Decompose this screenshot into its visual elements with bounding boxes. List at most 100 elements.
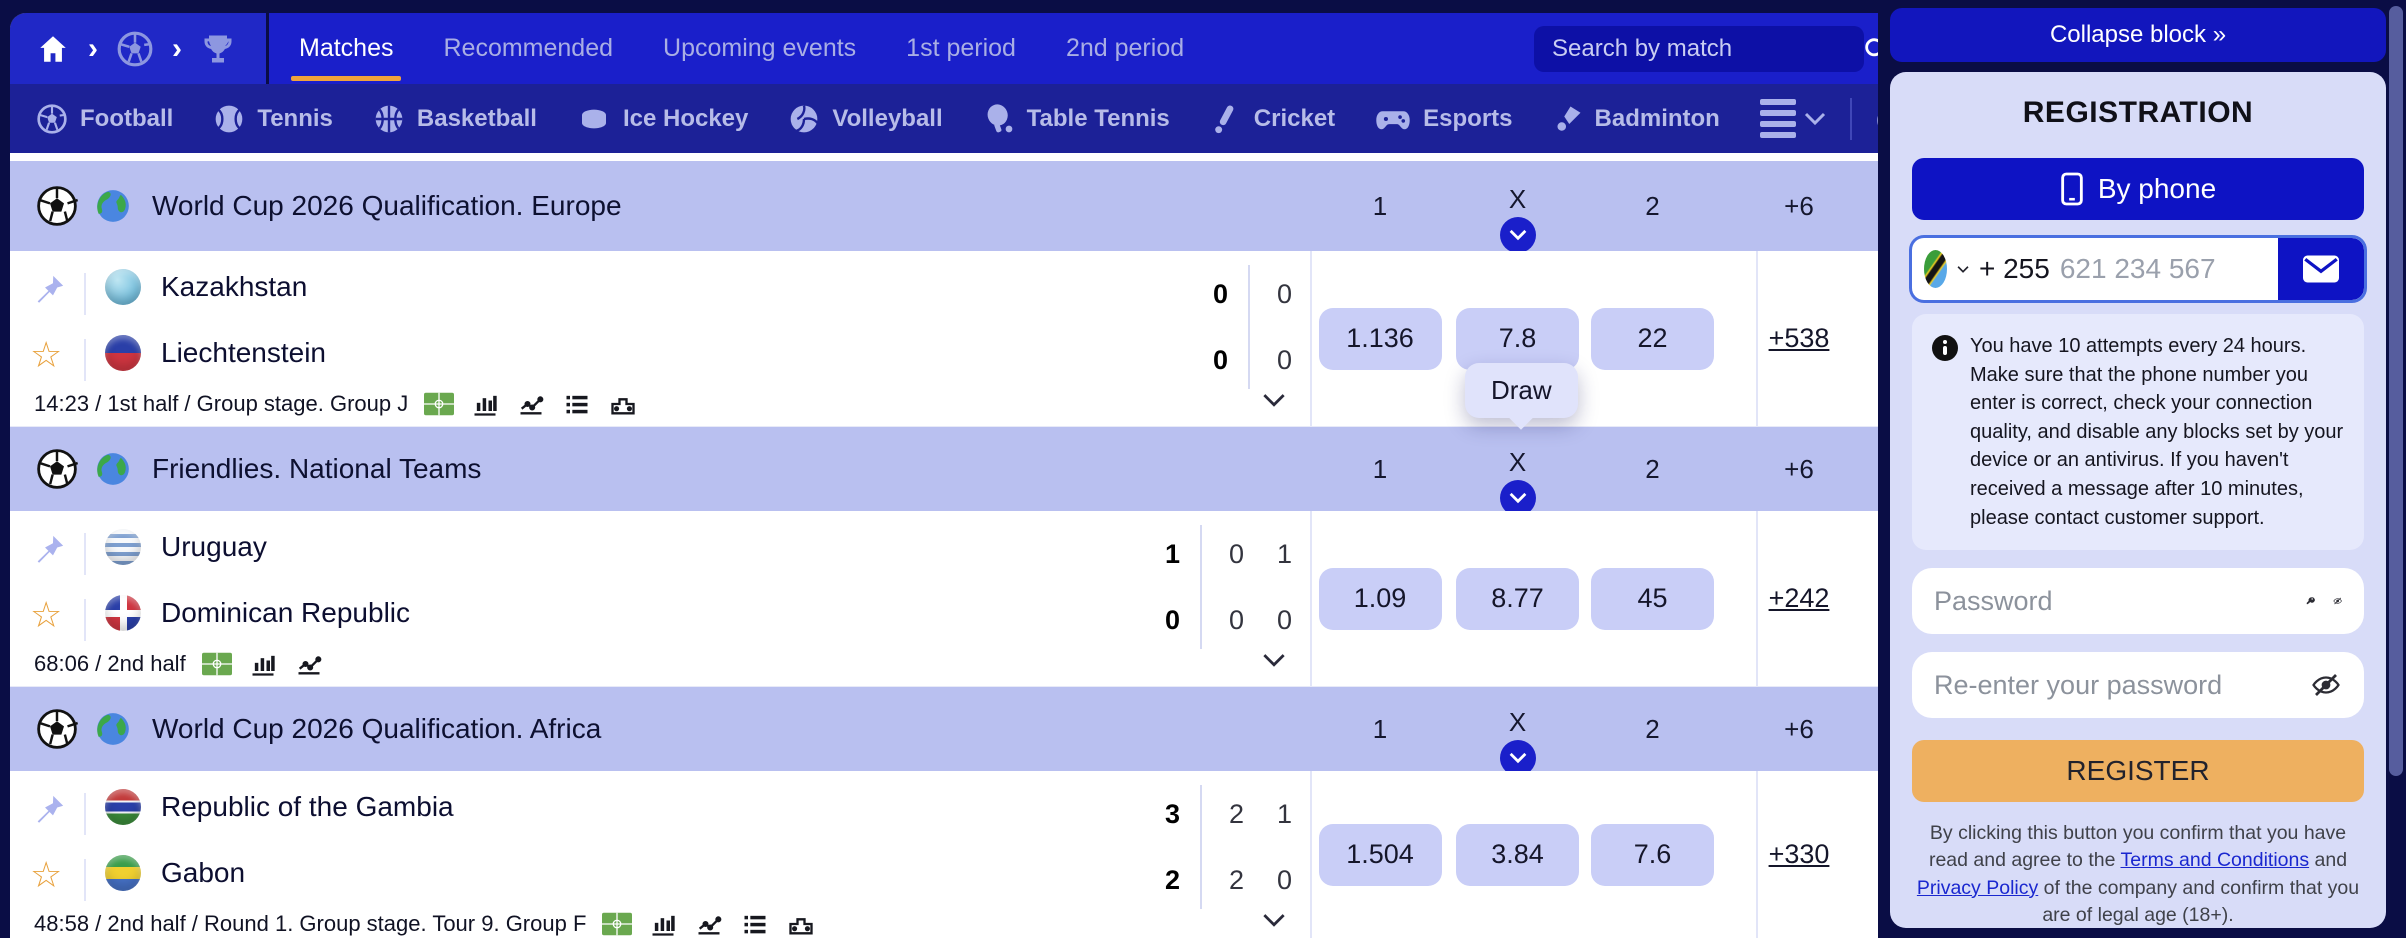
expand-match-chevron-icon[interactable] [1262,653,1286,668]
odd-button-x[interactable]: 3.84 [1456,823,1579,886]
more-markets-link[interactable]: +242 [1768,583,1830,613]
tab-recommended[interactable]: Recommended [443,34,614,62]
divider [1248,265,1250,389]
pitch-tracker-icon[interactable] [602,909,633,938]
phone-input-group: + 255 [1912,238,2364,300]
sport-item-table-tennis[interactable]: Table Tennis [983,103,1170,135]
more-markets-link[interactable]: +538 [1768,323,1830,353]
trend-chart-icon[interactable] [694,909,724,938]
odd-button-2[interactable]: 7.6 [1591,823,1714,886]
trend-chart-icon[interactable] [294,649,324,679]
trophy-icon[interactable] [200,31,236,67]
eye-slash-icon[interactable] [2333,586,2342,616]
favorite-star-icon[interactable] [30,597,62,633]
favorite-star-icon[interactable] [30,857,62,893]
privacy-policy-link[interactable]: Privacy Policy [1916,876,2039,899]
league-header-row[interactable]: Friendlies. National Teams 1 X 2 +6 [10,427,1878,516]
trend-chart-icon[interactable] [516,389,546,419]
expand-match-chevron-icon[interactable] [1262,913,1286,928]
search-icon[interactable] [1862,35,1878,63]
phone-number-input[interactable] [2059,253,2266,285]
odd-button-2[interactable]: 22 [1591,307,1714,370]
home-total-score: 0 [1212,278,1228,309]
sms-send-button[interactable] [2278,238,2364,300]
bar-chart-icon[interactable] [648,909,678,938]
eye-slash-icon[interactable] [2310,670,2342,700]
games-menu-button[interactable] [1876,103,1878,135]
sports-menu-button[interactable] [1759,99,1826,138]
globe-icon [94,450,132,488]
tab-matches[interactable]: Matches [290,14,403,83]
expand-markets-button[interactable] [1499,739,1536,776]
more-markets-link[interactable]: +330 [1768,839,1830,869]
podium-icon[interactable] [608,389,638,419]
football-breadcrumb-icon[interactable] [116,30,154,68]
league-header-row[interactable]: World Cup 2026 Qualification. Africa 1 X… [10,687,1878,776]
sport-item-badminton[interactable]: Badminton [1553,103,1720,135]
dial-code[interactable]: + 255 [1978,253,2050,284]
sport-item-tennis[interactable]: Tennis [213,103,333,135]
scrollbar-track[interactable] [2388,0,2404,938]
market-header-2: 2 [1645,190,1660,221]
league-header-row[interactable]: World Cup 2026 Qualification. Europe 1 X… [10,161,1878,253]
expand-markets-button[interactable] [1499,479,1536,516]
reenter-password-input[interactable] [1934,669,2292,701]
odd-button-1[interactable]: 1.09 [1318,567,1442,630]
by-phone-button[interactable]: By phone [1912,158,2364,220]
home-icon[interactable] [36,32,70,66]
bar-chart-icon[interactable] [248,649,278,679]
tab-upcoming-events[interactable]: Upcoming events [663,34,857,62]
expand-markets-button[interactable] [1499,216,1536,253]
sport-item-ice-hockey[interactable]: Ice Hockey [577,103,748,135]
list-icon[interactable] [740,909,770,938]
sport-item-esports[interactable]: Esports [1375,103,1513,135]
bar-chart-icon[interactable] [470,389,500,419]
pin-icon[interactable] [32,793,66,827]
home-team-name: Uruguay [161,531,267,562]
market-header-2: 2 [1645,713,1660,744]
odd-button-2[interactable]: 45 [1591,567,1714,630]
pin-icon[interactable] [32,273,66,307]
sport-label: Ice Hockey [622,104,749,132]
country-select-chevron-icon[interactable] [1957,263,1969,276]
odd-button-1[interactable]: 1.504 [1318,823,1442,886]
registration-title: REGISTRATION [2022,96,2254,129]
expand-match-chevron-icon[interactable] [1262,393,1286,408]
league-title: Friendlies. National Teams [152,453,482,484]
register-button[interactable]: REGISTER [1912,740,2364,803]
favorite-star-icon[interactable] [30,337,62,373]
chevron-down-icon [1509,752,1526,763]
collapse-block-button[interactable]: Collapse block » [1890,8,2386,62]
terms-middle: and [2309,849,2348,872]
password-input[interactable] [1934,585,2288,617]
terms-and-conditions-link[interactable]: Terms and Conditions [2120,849,2310,872]
pitch-tracker-icon[interactable] [201,649,232,679]
scrollbar-thumb[interactable] [2389,6,2403,776]
pitch-tracker-icon[interactable] [424,389,455,419]
pin-icon[interactable] [32,533,66,567]
sport-item-cricket[interactable]: Cricket [1210,103,1335,135]
score-block: 0 0 0 0 [1194,261,1292,393]
odd-button-1[interactable]: 1.136 [1318,307,1442,370]
away-period1-score: 2 [1228,864,1244,895]
odd-button-x[interactable]: 8.77 [1456,567,1579,630]
tab-2nd-period[interactable]: 2nd period [1065,34,1185,62]
list-icon[interactable] [562,389,592,419]
tab-1st-period[interactable]: 1st period [906,34,1016,62]
soccer-ball-icon [36,708,78,750]
sport-item-volleyball[interactable]: Volleyball [788,103,943,135]
podium-icon[interactable] [786,909,816,938]
sport-item-football[interactable]: Football [36,103,173,135]
sport-item-basketball[interactable]: Basketball [373,103,537,135]
chevron-down-icon [1509,492,1526,503]
by-phone-label: By phone [2097,173,2217,204]
home-period2-score: 1 [1276,538,1292,569]
match-row[interactable]: Republic of the Gambia Gabon 48:58 / 2nd… [10,771,1878,938]
divider [1200,525,1202,649]
search-box[interactable] [1534,25,1878,72]
odd-button-x[interactable]: 7.8 [1456,307,1579,370]
match-row[interactable]: Uruguay Dominican Republic 68:06 / 2nd h… [10,511,1878,687]
match-status: 14:23 / 1st half / Group stage. Group J [34,391,409,416]
match-row[interactable]: Kazakhstan Liechtenstein 14:23 / 1st hal… [10,251,1878,427]
search-input[interactable] [1552,34,1862,63]
